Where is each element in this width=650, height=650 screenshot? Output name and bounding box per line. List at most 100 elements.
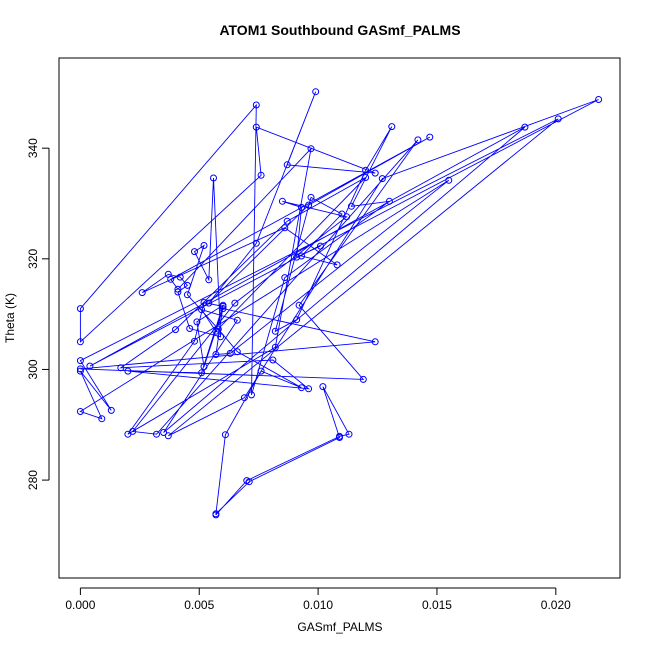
data-point [76,305,84,313]
data-point [248,391,255,399]
data-point [198,306,206,314]
chart-title: ATOM1 Southbound GASmf_PALMS [219,22,460,38]
data-point [426,133,434,141]
data-point [378,175,386,183]
data-point [160,429,168,436]
data-point [129,427,137,435]
data-point [362,174,370,181]
data-point [278,197,286,205]
y-tick-label: 300 [26,359,40,379]
data-point [205,276,213,284]
data-point [200,363,208,371]
data-point [183,291,191,299]
data-point [76,367,84,375]
data-point [281,224,289,232]
data-point [172,326,179,334]
data-point [295,301,303,309]
data-point [414,136,422,144]
data-point [212,510,220,518]
data-point [595,96,603,103]
y-tick-label: 280 [26,470,40,490]
data-point [252,101,260,109]
data-point [233,348,241,356]
data-point [343,213,351,221]
data-point [174,288,182,296]
data-point [293,316,301,324]
data-point [281,274,289,282]
data-point [252,239,260,247]
data-point [174,285,182,293]
data-point [257,367,265,375]
series-blue [76,88,603,519]
data-point [107,406,115,414]
data-point [305,201,313,209]
data-point [164,432,172,440]
data-point [345,430,353,438]
series-line [79,91,599,516]
data-point [214,325,222,333]
data-point [554,115,562,123]
data-point [212,351,220,358]
y-tick-label: 340 [26,138,40,158]
data-point [271,343,279,351]
data-point [153,430,160,438]
data-point [271,327,279,335]
data-point [252,123,260,131]
y-axis: 280 300 320 340 [26,138,50,490]
data-point [307,145,315,153]
x-tick-label: 0.015 [422,598,452,612]
data-point [221,431,229,439]
x-axis: 0.000 0.005 0.010 0.015 0.020 [65,587,571,612]
data-point [138,289,146,297]
x-tick-label: 0.010 [303,598,333,612]
data-point [298,203,305,211]
data-point [283,161,291,169]
data-point [186,325,194,332]
data-point [210,174,217,182]
data-point [76,365,84,373]
data-point [226,349,234,357]
data-point [219,301,227,309]
data-point [176,273,184,281]
data-point [312,88,320,96]
plot-frame [58,57,621,579]
data-point [124,367,132,375]
data-point [76,357,84,365]
data-point [191,248,198,256]
data-point [385,197,393,205]
data-point [347,202,355,210]
data-point [205,299,213,307]
data-point [245,478,253,486]
data-point [117,364,125,372]
data-point [167,275,175,283]
x-tick-label: 0.020 [541,598,571,612]
data-point [298,384,305,392]
data-point [388,123,396,131]
data-point [200,242,208,249]
data-point [307,193,315,201]
data-point [269,356,277,364]
x-tick-label: 0.005 [184,598,214,612]
data-point [212,327,220,335]
data-point [198,369,206,377]
data-point [240,394,248,402]
data-point [362,166,370,174]
data-point [219,305,227,313]
data-point [293,253,301,261]
data-point [333,261,341,269]
data-point [183,281,191,289]
data-point [371,169,379,177]
data-point [98,415,106,423]
data-point [76,338,84,346]
data-point [445,176,453,184]
data-point [359,375,367,383]
data-point [200,299,208,306]
data-point [305,385,313,393]
data-point [283,217,291,225]
data-point [257,171,265,179]
data-point [336,434,343,441]
data-point [233,316,241,324]
data-point [193,318,201,326]
